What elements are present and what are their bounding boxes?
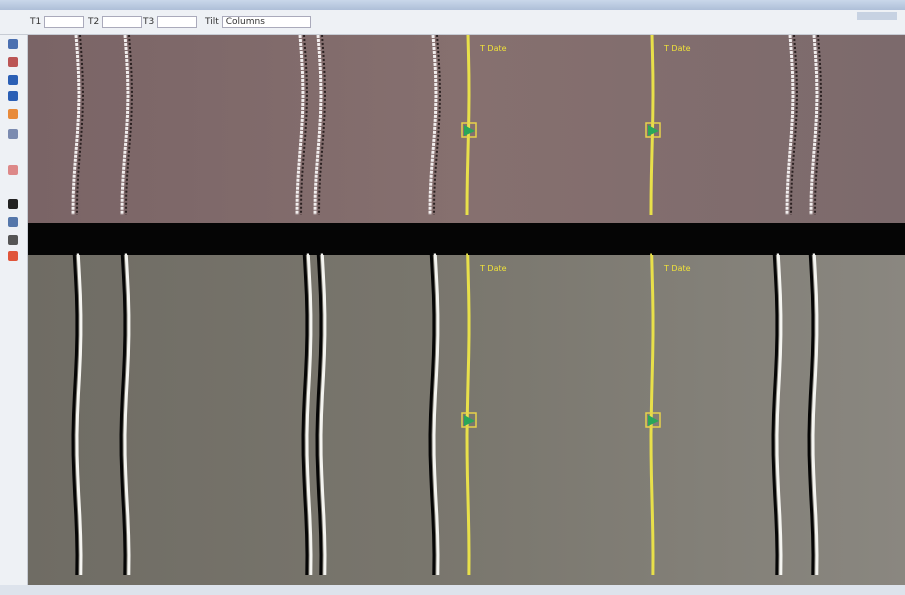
- tool[interactable]: [8, 235, 18, 245]
- tool[interactable]: [8, 75, 18, 85]
- tool[interactable]: [8, 199, 18, 209]
- field-label: T2: [88, 17, 99, 27]
- status-bar: [0, 585, 905, 595]
- marker-label: T Date: [663, 44, 691, 53]
- field-t1[interactable]: T1: [30, 16, 84, 28]
- tool[interactable]: [8, 91, 18, 101]
- tool[interactable]: [8, 129, 18, 139]
- field-t2[interactable]: T2: [88, 16, 142, 28]
- app-window: T1 T2 T3 TiltColumns T DateT DateT DateT…: [0, 0, 905, 595]
- tool[interactable]: [8, 217, 18, 227]
- field-label: T3: [143, 17, 154, 27]
- tool[interactable]: [8, 57, 18, 67]
- tool[interactable]: [8, 165, 18, 175]
- tool[interactable]: [8, 39, 18, 49]
- mode-select[interactable]: Columns: [222, 16, 311, 28]
- field-t3[interactable]: T3: [143, 16, 197, 28]
- field-label: T1: [30, 17, 41, 27]
- marker-label: T Date: [479, 264, 507, 273]
- title-bar: [0, 0, 905, 10]
- field-label: Tilt: [205, 17, 219, 27]
- divider: [28, 223, 905, 255]
- tool[interactable]: [8, 251, 18, 261]
- marker-label: T Date: [663, 264, 691, 273]
- data-view: T Date T Date T Date T Date: [28, 35, 905, 585]
- marker-label: T Date: [479, 44, 507, 53]
- track: [651, 35, 653, 215]
- window-controls[interactable]: [857, 12, 897, 20]
- track: [467, 35, 469, 215]
- left-toolbar: [0, 35, 28, 585]
- tool[interactable]: [8, 109, 18, 119]
